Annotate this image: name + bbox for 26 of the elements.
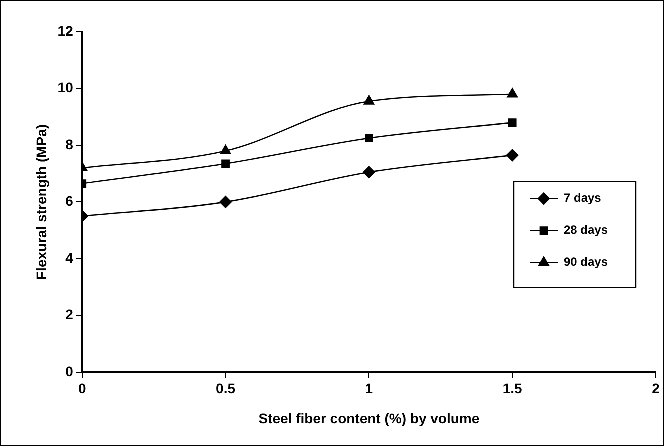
y-tick-label: 4 [66, 250, 74, 266]
point [365, 134, 374, 143]
y-tick-label: 10 [58, 80, 74, 96]
x-tick-label: 0.5 [216, 380, 236, 397]
point [507, 88, 518, 98]
point [363, 166, 376, 179]
legend-label: 28 days [564, 223, 608, 238]
y-axis-title: Flexural strength (MPa) [33, 124, 50, 280]
x-tick-label: 1.5 [502, 380, 523, 397]
point [220, 144, 232, 155]
y-tick-label: 12 [58, 22, 74, 39]
x-tick-label: 2 [652, 380, 660, 397]
point [364, 95, 375, 105]
point [508, 118, 517, 127]
x-axis-title: Steel fiber content (%) by volume [258, 410, 480, 426]
legend-label: 7 days [564, 191, 602, 206]
y-tick-label: 0 [66, 363, 74, 380]
y-tick-label: 8 [66, 136, 74, 152]
x-tick-label: 1 [365, 380, 374, 397]
y-tick-label: 2 [66, 306, 74, 323]
point [220, 196, 232, 208]
y-tick-label: 6 [66, 193, 74, 210]
legend-label: 90 days [564, 255, 608, 270]
point [222, 160, 230, 168]
x-tick-label: 0 [78, 380, 86, 397]
point [506, 149, 519, 162]
